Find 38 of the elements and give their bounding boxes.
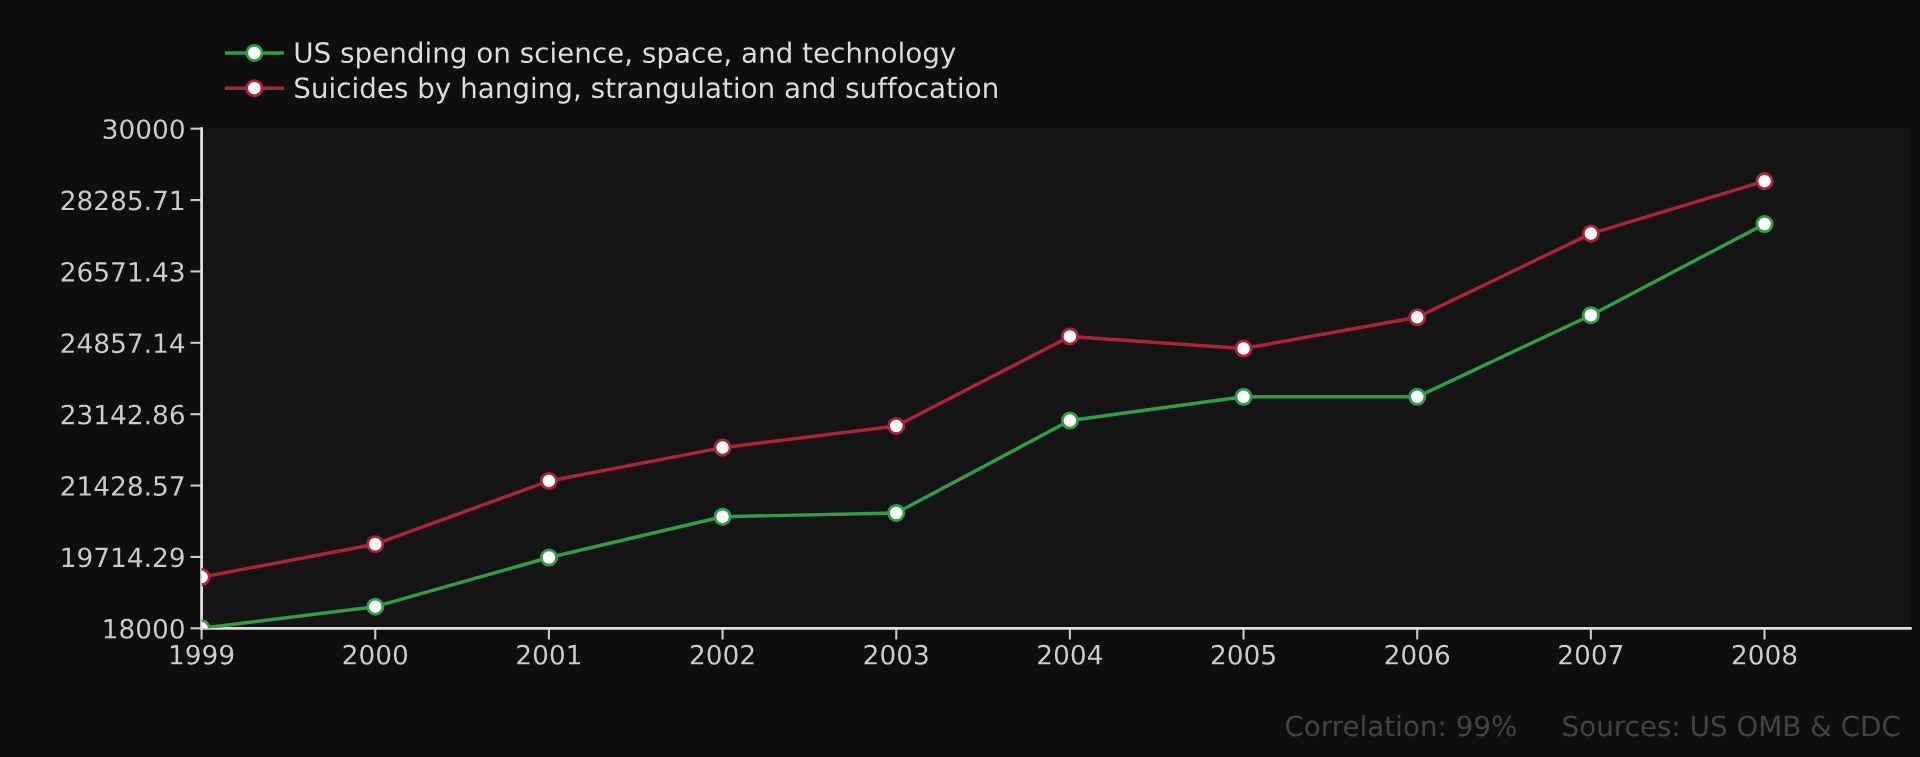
point [1755,172,1774,191]
x-tick-label: 2008 [1732,644,1797,665]
y-tick-label: 28285.71 [61,190,184,211]
x-tick-label: 2002 [690,644,754,665]
legend-label: US spending on science, space, and technology [295,41,956,69]
point [366,535,385,554]
x-tick-label: 2005 [1211,644,1275,665]
x-tick-label: 2004 [1038,644,1102,665]
legend-label: Suicides by hanging, strangulation and suffocation [295,76,997,104]
point [887,416,906,435]
y-tick-label: 24857.14 [61,333,185,354]
point [1408,387,1427,406]
x-tick-label: 2006 [1385,644,1450,665]
y-tick-label: 18000 [104,618,184,639]
x-tick-label: 1999 [170,644,234,665]
y-tick-label: 30000 [103,119,184,140]
y-tick-label: 21428.57 [61,476,184,496]
point [1234,387,1253,406]
point [539,471,558,490]
y-tick-label: 26571.43 [61,261,184,282]
point [1581,306,1600,325]
point [539,548,558,567]
point [366,597,385,616]
point [1581,224,1600,243]
point [1060,411,1079,430]
point [713,438,732,457]
x-tick-label: 2001 [517,644,581,665]
y-tick-label: 23142.86 [61,404,184,425]
x-tick-label: 2000 [343,644,408,665]
point [1060,327,1079,346]
point [713,507,732,526]
x-tick-label: 2003 [864,644,928,665]
y-tick-label: 19714.29 [62,547,184,568]
point [1234,339,1253,358]
point [1408,308,1427,327]
point [1755,215,1774,234]
point [887,503,906,523]
x-tick-label: 2007 [1559,644,1623,665]
